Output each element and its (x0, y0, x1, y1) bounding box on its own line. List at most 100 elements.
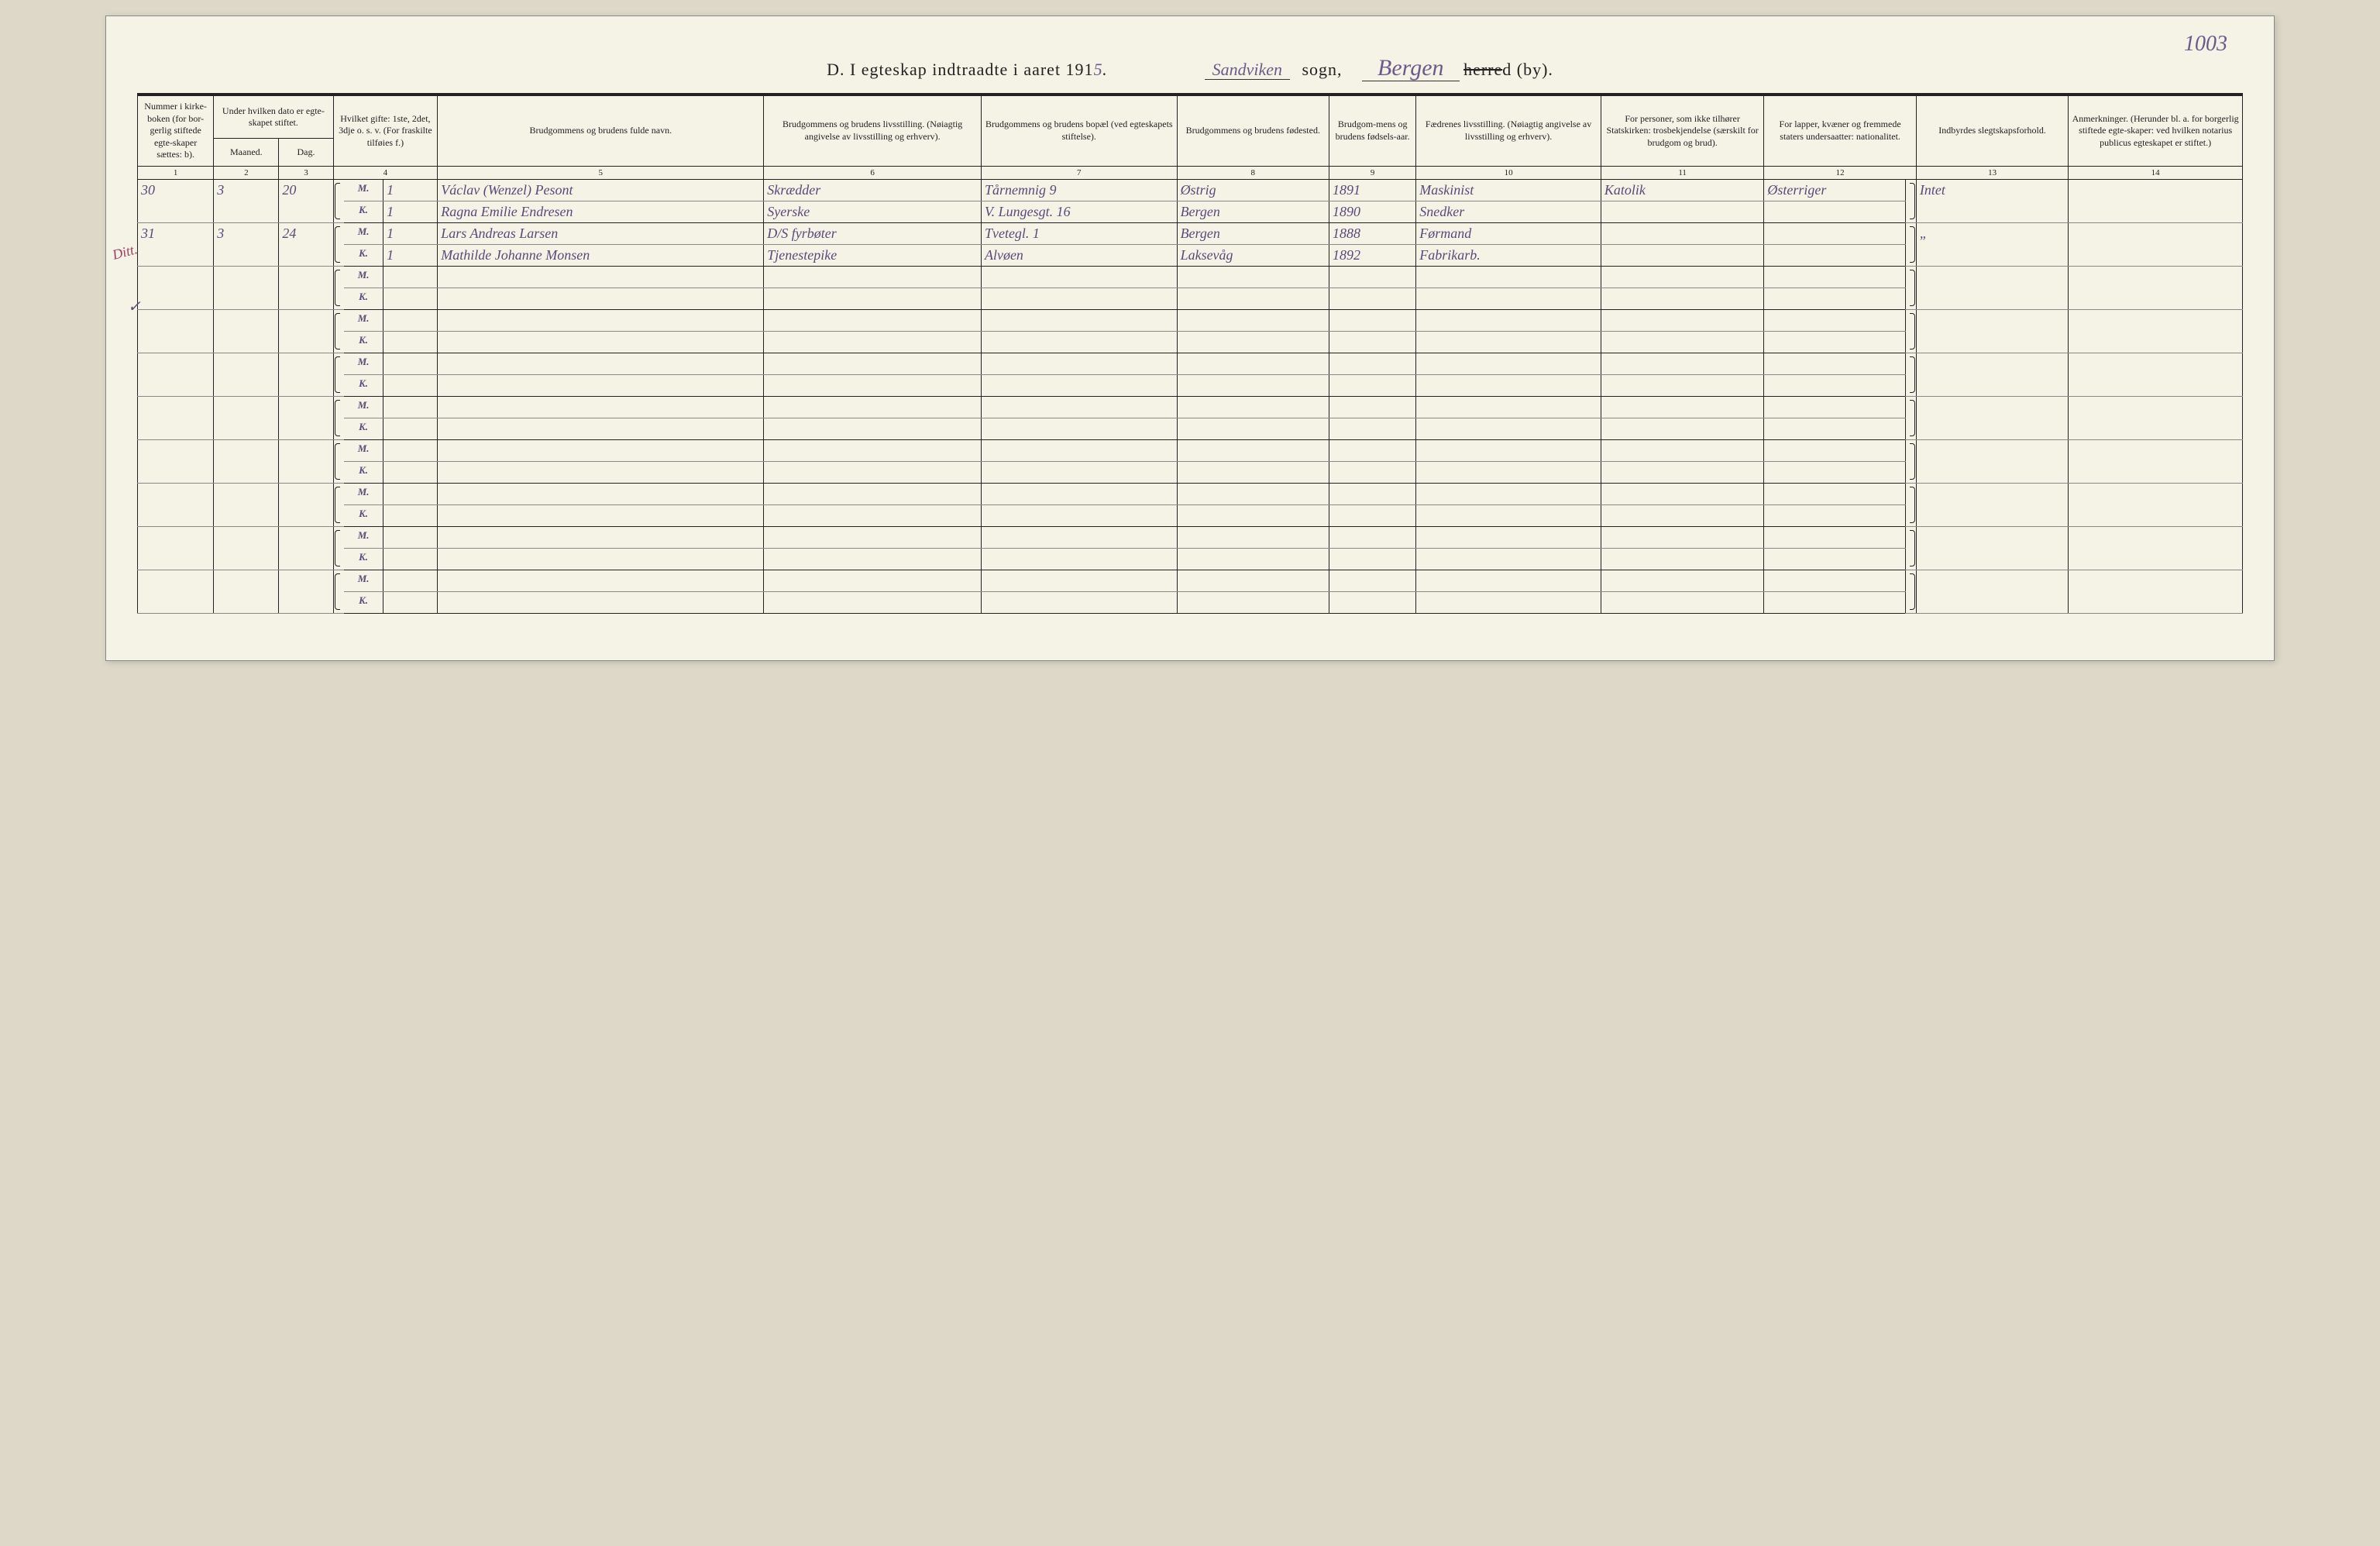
table-body: 30320M.1Václav (Wenzel) PesontSkrædderTå… (138, 179, 2243, 613)
cell-faedre (1416, 526, 1601, 548)
herred-suffix: d (by). (1502, 60, 1553, 79)
cell-aar (1329, 526, 1416, 548)
cell-occ (764, 266, 982, 288)
cell-fodested: Laksevåg (1177, 244, 1329, 266)
cell-mk: M. (344, 526, 383, 548)
cell-mk: M. (344, 570, 383, 591)
cell-dag: 24 (279, 222, 333, 266)
cell-gifte (383, 461, 438, 483)
cell-bopael (981, 353, 1177, 374)
cell-aar: 1891 (1329, 179, 1416, 201)
cell-faedre (1416, 331, 1601, 353)
bracket-left (333, 179, 344, 222)
cell-dag (279, 396, 333, 439)
cell-nat (1764, 461, 1905, 483)
cell-slegtskap (1916, 570, 2068, 613)
col-header-maaned: Maaned. (214, 139, 279, 167)
cell-gifte (383, 418, 438, 439)
cell-faedre (1416, 266, 1601, 288)
cell-mk: M. (344, 266, 383, 288)
sogn-label: sogn, (1302, 60, 1342, 79)
cell-bopael (981, 461, 1177, 483)
cell-mk: M. (344, 396, 383, 418)
cell-bopael: V. Lungesgt. 16 (981, 201, 1177, 222)
cell-slegtskap: Intet (1916, 179, 2068, 222)
cell-faedre (1416, 288, 1601, 309)
cell-name (438, 483, 764, 504)
sogn-value: Sandviken (1205, 60, 1290, 80)
bracket-left (333, 439, 344, 483)
cell-nat (1764, 201, 1905, 222)
cell-anm (2069, 570, 2243, 613)
colnum-3: 3 (279, 166, 333, 179)
cell-occ (764, 353, 982, 374)
cell-nat (1764, 439, 1905, 461)
cell-fodested (1177, 591, 1329, 613)
cell-name: Václav (Wenzel) Pesont (438, 179, 764, 201)
cell-aar (1329, 439, 1416, 461)
cell-occ: D/S fyrbøter (764, 222, 982, 244)
cell-nat (1764, 591, 1905, 613)
cell-mk: K. (344, 331, 383, 353)
cell-name (438, 374, 764, 396)
cell-fodested: Østrig (1177, 179, 1329, 201)
table-row: 30320M.1Václav (Wenzel) PesontSkrædderTå… (138, 179, 2243, 201)
col-header-1: Nummer i kirke-boken (for bor-gerlig sti… (138, 96, 214, 167)
cell-aar (1329, 266, 1416, 288)
cell-name (438, 266, 764, 288)
cell-slegtskap (1916, 353, 2068, 396)
cell-bopael: Tvetegl. 1 (981, 222, 1177, 244)
cell-mk: K. (344, 201, 383, 222)
cell-nat (1764, 266, 1905, 288)
cell-aar (1329, 331, 1416, 353)
page-number: 1003 (2184, 32, 2227, 57)
cell-fodested (1177, 461, 1329, 483)
cell-name (438, 309, 764, 331)
cell-dag (279, 526, 333, 570)
colnum-9: 9 (1329, 166, 1416, 179)
title-prefix: D. I egteskap indtraadte i aaret 191 (827, 60, 1093, 79)
bracket-left (333, 570, 344, 613)
cell-occ (764, 309, 982, 331)
column-numbers-row: 1 2 3 4 5 6 7 8 9 10 11 12 13 14 (138, 166, 2243, 179)
cell-nat (1764, 353, 1905, 374)
cell-bopael: Tårnemnig 9 (981, 179, 1177, 201)
title-period: . (1102, 60, 1108, 79)
cell-maaned (214, 396, 279, 439)
bracket-left (333, 222, 344, 266)
cell-tros (1601, 266, 1764, 288)
table-row: M. (138, 309, 2243, 331)
cell-fodested (1177, 374, 1329, 396)
cell-aar: 1890 (1329, 201, 1416, 222)
cell-maaned: 3 (214, 222, 279, 266)
cell-faedre (1416, 548, 1601, 570)
cell-tros (1601, 331, 1764, 353)
cell-aar (1329, 548, 1416, 570)
cell-faedre (1416, 461, 1601, 483)
colnum-14: 14 (2069, 166, 2243, 179)
cell-name (438, 504, 764, 526)
cell-name (438, 526, 764, 548)
cell-bopael (981, 331, 1177, 353)
cell-name (438, 331, 764, 353)
cell-fodested (1177, 570, 1329, 591)
cell-num: 30 (138, 179, 214, 222)
cell-mk: K. (344, 504, 383, 526)
bracket-right (1905, 266, 1916, 309)
cell-occ (764, 418, 982, 439)
col-header-10: Fædrenes livsstilling. (Nøiagtig angivel… (1416, 96, 1601, 167)
cell-nat (1764, 483, 1905, 504)
cell-slegtskap (1916, 396, 2068, 439)
cell-num (138, 526, 214, 570)
table-row: 31324M.1Lars Andreas LarsenD/S fyrbøterT… (138, 222, 2243, 244)
cell-bopael (981, 288, 1177, 309)
cell-anm (2069, 309, 2243, 353)
cell-aar (1329, 418, 1416, 439)
cell-tros (1601, 439, 1764, 461)
cell-aar (1329, 591, 1416, 613)
cell-aar (1329, 374, 1416, 396)
cell-num (138, 570, 214, 613)
cell-aar (1329, 570, 1416, 591)
cell-occ (764, 374, 982, 396)
cell-gifte (383, 504, 438, 526)
